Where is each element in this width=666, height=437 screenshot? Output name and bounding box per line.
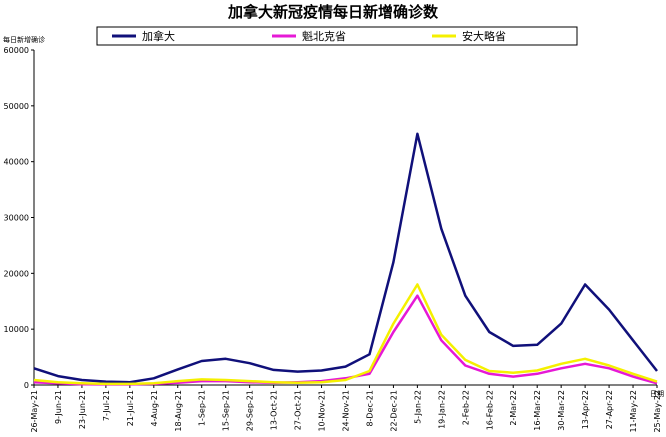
x-tick-label: 9-Jun-21: [54, 390, 63, 424]
x-tick-label: 7-Jul-21: [102, 390, 111, 421]
x-tick-label: 2-Feb-22: [461, 390, 470, 425]
x-tick-label: 8-Dec-21: [365, 390, 374, 427]
y-tick-label: 0: [24, 381, 29, 390]
x-tick-labels: 26-May-21 9-Jun-21 23-Jun-21 7-Jul-21 21-Jul…: [30, 390, 662, 433]
y-tick-label: 30000: [4, 214, 29, 223]
series-group: [33, 132, 658, 386]
x-tick-label: 13-Apr-22: [581, 390, 590, 429]
legend: 加拿大 魁北克省 安大略省: [96, 26, 578, 46]
x-tick-label: 30-Mar-22: [557, 390, 566, 431]
series-line-canada: [33, 132, 658, 384]
x-tick-label: 13-Oct-21: [270, 390, 279, 430]
x-tick-label: 22-Dec-21: [389, 390, 398, 432]
x-tick-label: 23-Jun-21: [78, 390, 87, 429]
y-tick-label: 20000: [4, 269, 29, 278]
y-axis-label: 每日新增确诊: [3, 35, 45, 44]
series-line-ontario: [33, 283, 658, 386]
x-tick-label: 24-Nov-21: [342, 390, 351, 432]
x-tick-label: 16-Mar-22: [533, 390, 542, 431]
legend-box: [96, 26, 578, 46]
legend-label-ontario: 安大略省: [462, 29, 506, 43]
axes: [31, 49, 658, 388]
legend-label-canada: 加拿大: [142, 29, 175, 43]
x-tick-label: 10-Nov-21: [318, 390, 327, 432]
x-tick-label: 25-May-22: [653, 390, 662, 433]
y-tick-labels: 0 10000 20000 30000 40000 50000 60000: [4, 46, 29, 390]
x-tick-label: 27-Apr-22: [605, 390, 614, 429]
x-tick-label: 11-May-22: [629, 390, 638, 433]
y-tick-label: 40000: [4, 158, 29, 167]
x-tick-label: 1-Sep-21: [198, 390, 207, 426]
x-tick-label: 21-Jul-21: [126, 390, 135, 426]
x-axis-label: 日期: [650, 390, 664, 398]
x-tick-label: 16-Feb-22: [485, 390, 494, 430]
legend-label-quebec: 魁北克省: [302, 29, 346, 43]
x-tick-label: 26-May-21: [30, 390, 39, 433]
x-tick-label: 29-Sep-21: [246, 390, 255, 431]
y-tick-label: 60000: [4, 46, 29, 55]
y-tick-label: 50000: [4, 102, 29, 111]
x-tick-label: 19-Jan-22: [437, 390, 446, 429]
y-tick-label: 10000: [4, 325, 29, 334]
x-tick-label: 2-Mar-22: [509, 390, 518, 426]
x-tick-label: 18-Aug-21: [174, 390, 183, 432]
x-tick-label: 15-Sep-21: [222, 390, 231, 431]
x-tick-label: 5-Jan-22: [413, 390, 422, 424]
x-tick-label: 4-Aug-21: [150, 390, 159, 427]
series-line-quebec: [33, 294, 658, 386]
chart-title: 加拿大新冠疫情每日新增确诊数: [227, 3, 439, 21]
x-tick-label: 27-Oct-21: [294, 390, 303, 430]
